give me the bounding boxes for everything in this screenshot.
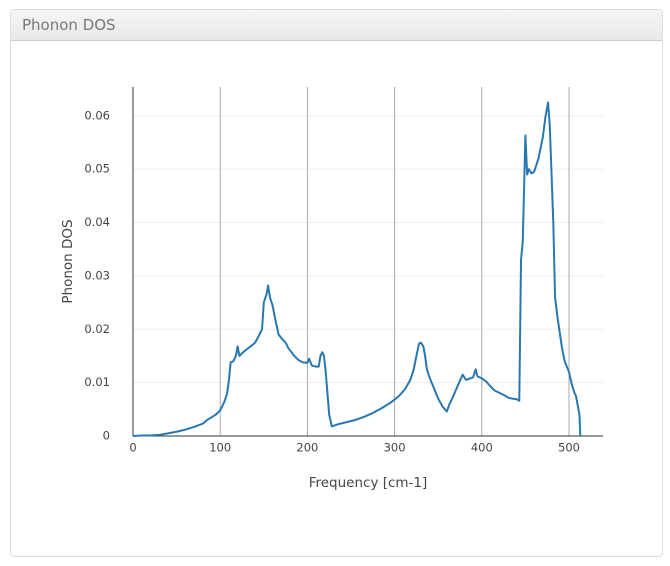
x-tick-label: 0	[129, 441, 136, 455]
y-tick-label: 0.02	[84, 322, 110, 336]
x-tick-label: 500	[558, 441, 580, 455]
y-tick-label: 0.03	[84, 268, 110, 282]
y-tick-label: 0.06	[84, 108, 110, 122]
y-tick-label: 0.01	[84, 375, 110, 389]
y-axis-label: Phonon DOS	[60, 219, 76, 303]
y-tick-label: 0	[103, 429, 110, 443]
line	[132, 101, 582, 437]
y-tick-label: 0.04	[84, 215, 110, 229]
panel-title: Phonon DOS	[11, 10, 662, 41]
y-tick-label: 0.05	[84, 162, 110, 176]
x-axis-label: Frequency [cm-1]	[309, 475, 428, 491]
x-tick-label: 300	[384, 441, 406, 455]
x-tick-label: 200	[296, 441, 318, 455]
x-tick-label: 100	[209, 441, 231, 455]
panel: Phonon DOS	[10, 9, 663, 557]
x-tick-label: 400	[471, 441, 493, 455]
